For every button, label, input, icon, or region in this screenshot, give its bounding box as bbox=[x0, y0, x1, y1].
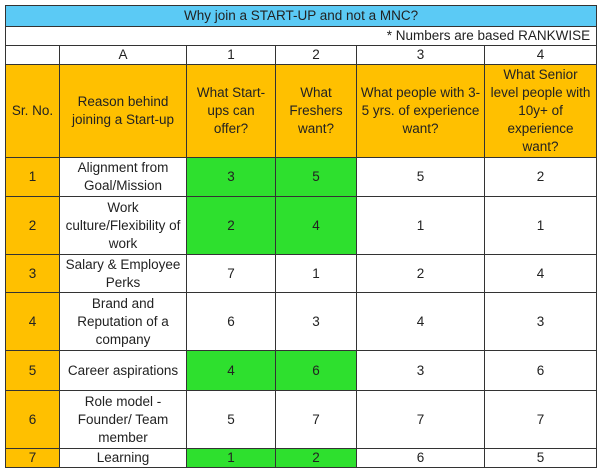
rank-note: * Numbers are based RANKWISE bbox=[4, 26, 598, 46]
column-letter: 2 bbox=[275, 45, 357, 65]
row-reason: Role model - Founder/ Team member bbox=[59, 390, 187, 449]
header-senior: What Senior level people with 10y+ of ex… bbox=[483, 64, 598, 158]
row-senior-rank: 2 bbox=[483, 157, 598, 197]
row-mid-level-rank: 2 bbox=[356, 254, 485, 293]
row-freshers-rank: 5 bbox=[275, 157, 357, 197]
row-senior-rank: 1 bbox=[483, 196, 598, 255]
table-row: 4 Brand and Reputation of a company 6 3 4 3 bbox=[5, 292, 598, 351]
row-freshers-rank: 3 bbox=[275, 292, 357, 351]
header-freshers: What Freshers want? bbox=[275, 64, 357, 158]
row-reason: Brand and Reputation of a company bbox=[59, 292, 187, 351]
table-row: 6 Role model - Founder/ Team member 5 7 7 7 bbox=[5, 390, 598, 449]
row-mid-level-rank: 1 bbox=[356, 196, 485, 255]
row-startup-rank: 5 bbox=[186, 390, 276, 449]
row-sr-no: 3 bbox=[5, 254, 60, 293]
row-startup-rank: 3 bbox=[186, 157, 276, 197]
column-letter: 4 bbox=[483, 45, 598, 65]
column-letter: 3 bbox=[356, 45, 485, 65]
table-row: 5 Career aspirations 4 6 3 6 bbox=[5, 350, 598, 391]
row-mid-level-rank: 4 bbox=[356, 292, 485, 351]
row-startup-rank: 2 bbox=[186, 196, 276, 255]
row-mid-level-rank: 7 bbox=[356, 390, 485, 449]
row-senior-rank: 3 bbox=[483, 292, 598, 351]
row-freshers-rank: 2 bbox=[275, 448, 357, 468]
table-title: Why join a START-UP and not a MNC? bbox=[4, 5, 598, 27]
table-row: 3 Salary & Employee Perks 7 1 2 4 bbox=[5, 254, 598, 293]
row-senior-rank: 7 bbox=[483, 390, 598, 449]
table-row: 2 Work culture/Flexibility of work 2 4 1 1 bbox=[5, 196, 598, 255]
row-startup-rank: 4 bbox=[186, 350, 276, 391]
header-row: Sr. No. Reason behind joining a Start-up… bbox=[5, 64, 598, 158]
column-letter: A bbox=[59, 45, 187, 65]
row-freshers-rank: 6 bbox=[275, 350, 357, 391]
row-reason: Work culture/Flexibility of work bbox=[59, 196, 187, 255]
row-reason: Alignment from Goal/Mission bbox=[59, 157, 187, 197]
table-row: 1 Alignment from Goal/Mission 3 5 5 2 bbox=[5, 157, 598, 197]
row-startup-rank: 1 bbox=[186, 448, 276, 468]
table-row: 7 Learning 1 2 6 5 bbox=[5, 448, 598, 468]
row-sr-no: 2 bbox=[5, 196, 60, 255]
row-senior-rank: 5 bbox=[483, 448, 598, 468]
row-reason: Salary & Employee Perks bbox=[59, 254, 187, 293]
row-sr-no: 7 bbox=[5, 448, 60, 468]
row-mid-level-rank: 6 bbox=[356, 448, 485, 468]
row-startup-rank: 6 bbox=[186, 292, 276, 351]
row-freshers-rank: 7 bbox=[275, 390, 357, 449]
row-freshers-rank: 4 bbox=[275, 196, 357, 255]
row-sr-no: 4 bbox=[5, 292, 60, 351]
row-senior-rank: 4 bbox=[483, 254, 598, 293]
row-mid-level-rank: 3 bbox=[356, 350, 485, 391]
row-sr-no: 1 bbox=[5, 157, 60, 197]
header-reason: Reason behind joining a Start-up bbox=[59, 64, 187, 158]
row-freshers-rank: 1 bbox=[275, 254, 357, 293]
ranking-table: Why join a START-UP and not a MNC? * Num… bbox=[4, 5, 598, 468]
column-letter: 1 bbox=[186, 45, 276, 65]
row-sr-no: 5 bbox=[5, 350, 60, 391]
header-sr-no: Sr. No. bbox=[5, 64, 60, 158]
row-startup-rank: 7 bbox=[186, 254, 276, 293]
column-letters-row: A 1 2 3 4 bbox=[5, 45, 598, 65]
header-startups: What Start-ups can offer? bbox=[186, 64, 276, 158]
row-reason: Career aspirations bbox=[59, 350, 187, 391]
header-mid-level: What people with 3-5 yrs. of experience … bbox=[356, 64, 485, 158]
row-senior-rank: 6 bbox=[483, 350, 598, 391]
row-mid-level-rank: 5 bbox=[356, 157, 485, 197]
row-sr-no: 6 bbox=[5, 390, 60, 449]
column-letter bbox=[5, 45, 60, 65]
row-reason: Learning bbox=[59, 448, 187, 468]
